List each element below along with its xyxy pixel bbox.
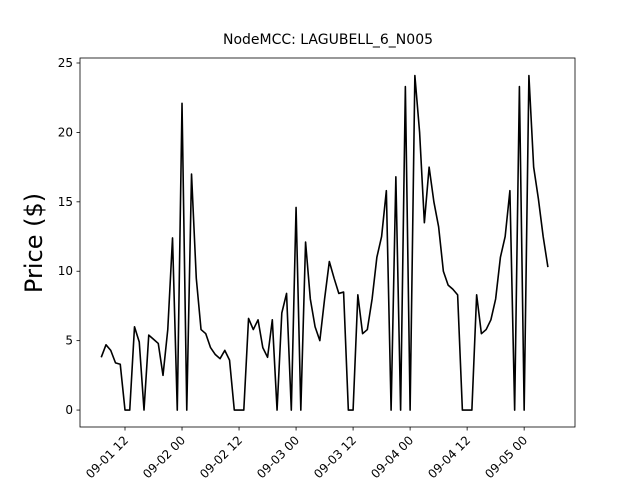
plot-frame bbox=[79, 57, 576, 428]
y-tick-label: 20 bbox=[58, 125, 73, 139]
y-tick-label: 5 bbox=[65, 334, 73, 348]
y-tick-label: 10 bbox=[58, 264, 73, 278]
chart-title: NodeMCC: LAGUBELL_6_N005 bbox=[223, 32, 433, 48]
y-tick-label: 25 bbox=[58, 56, 73, 70]
y-tick-label: 15 bbox=[58, 195, 73, 209]
y-tick-label: 0 bbox=[65, 403, 73, 417]
price-line bbox=[100, 74, 549, 411]
y-axis-label: Price ($) bbox=[20, 193, 48, 293]
